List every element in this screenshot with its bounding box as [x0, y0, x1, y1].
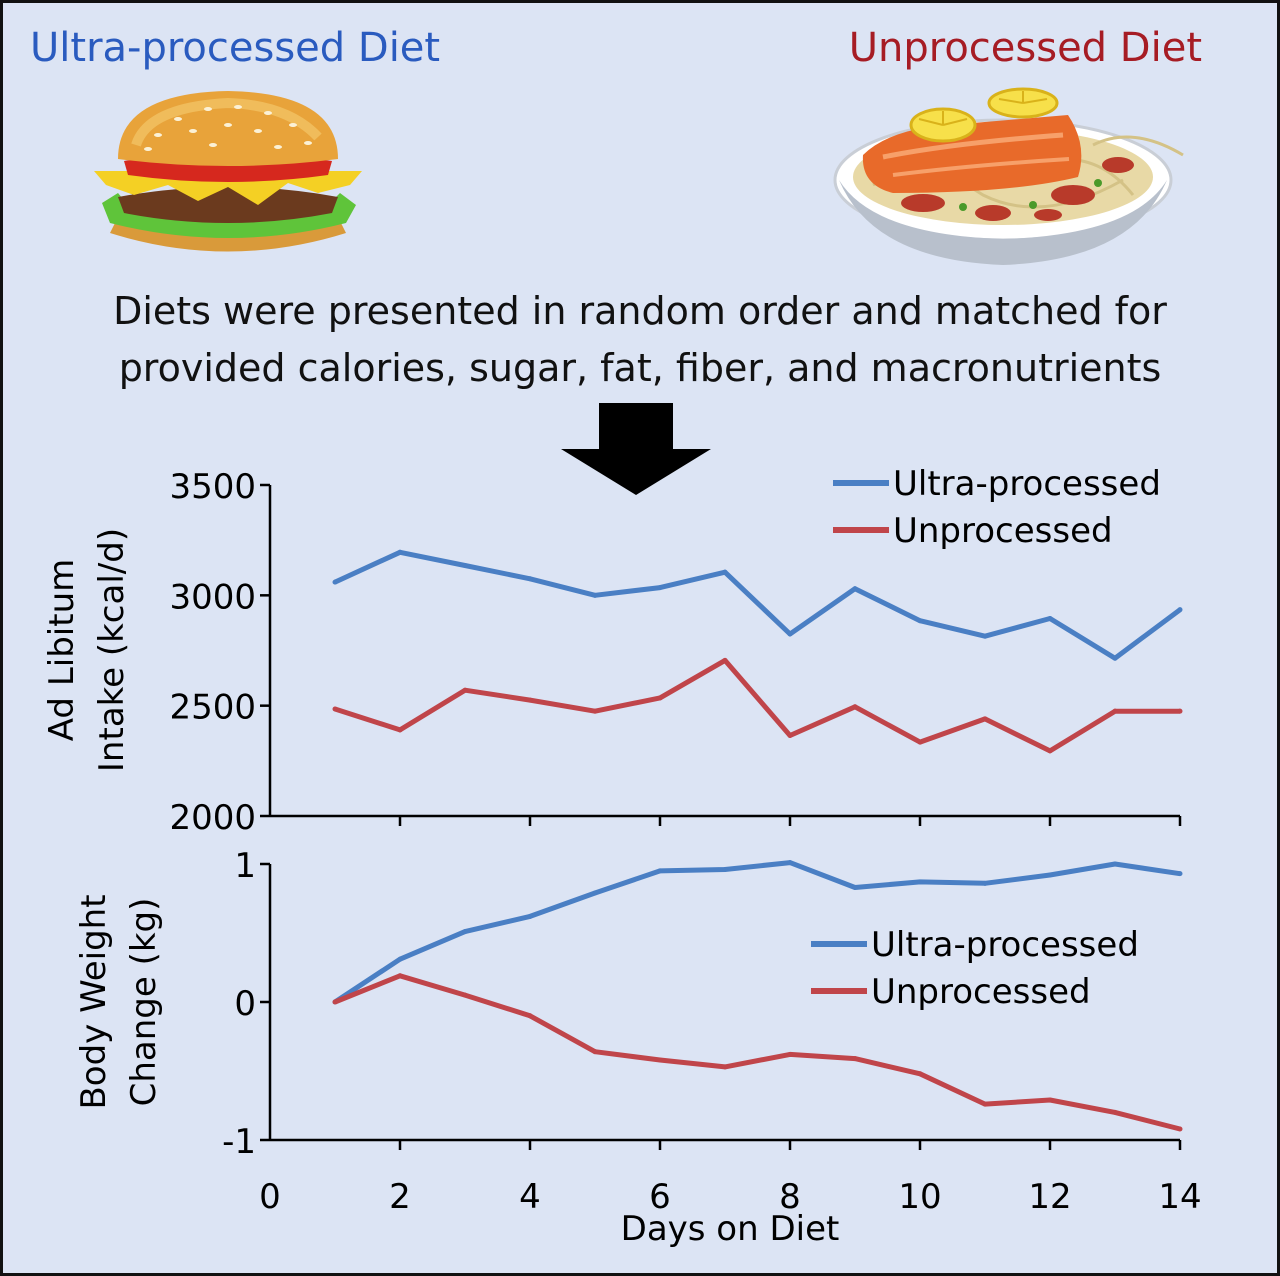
data-point [657, 695, 663, 701]
series-line-ultra-processed [333, 860, 1181, 1005]
data-point [592, 592, 598, 598]
data-point [1112, 1109, 1118, 1115]
data-point [917, 618, 923, 624]
legend-label: Ultra-processed [871, 925, 1139, 965]
data-point [917, 739, 923, 745]
y-tick-label: 2500 [169, 688, 256, 728]
burger-icon [94, 91, 362, 252]
data-point [1047, 1097, 1053, 1103]
data-point [462, 992, 468, 998]
data-point [592, 708, 598, 714]
y-tick-label: 3000 [169, 577, 256, 617]
data-point [332, 579, 338, 585]
x-tick-label: 4 [519, 1177, 541, 1217]
y-axis-label: Ad Libitum [42, 559, 82, 741]
data-point [1177, 708, 1183, 714]
series-line-unprocessed [334, 657, 1180, 754]
y-axis-label: Change (kg) [124, 898, 164, 1107]
data-point [917, 879, 923, 885]
y-tick-label: 2000 [169, 798, 256, 838]
data-point [852, 1056, 858, 1062]
data-point [397, 973, 403, 979]
y-tick-label: 1 [234, 846, 256, 886]
x-tick-label: 2 [389, 1177, 411, 1217]
data-point [1177, 607, 1183, 613]
legend-label: Ultra-processed [893, 464, 1161, 504]
data-point [982, 1101, 988, 1107]
y-axis-label: Body Weight [74, 894, 114, 1109]
data-point [722, 1064, 728, 1070]
caption-line-2: provided calories, sugar, fat, fiber, an… [118, 346, 1162, 390]
y-axis-label: Intake (kcal/d) [92, 528, 132, 772]
legend-label: Unprocessed [893, 511, 1113, 551]
data-point [1112, 655, 1118, 661]
data-point [1047, 872, 1053, 878]
caption: Diets were presented in random order and… [3, 283, 1277, 397]
data-point [787, 631, 793, 637]
x-tick-label: 0 [259, 1177, 281, 1217]
data-point [787, 1051, 793, 1057]
data-point [852, 586, 858, 592]
data-point [852, 884, 858, 890]
y-tick-label: 0 [234, 984, 256, 1024]
data-point [787, 860, 793, 866]
data-point [397, 956, 403, 962]
data-point [852, 704, 858, 710]
data-point [657, 1057, 663, 1063]
series-line-ultra-processed [333, 549, 1182, 661]
x-axis-label: Days on Diet [621, 1209, 840, 1249]
y-tick-label: 3500 [169, 467, 256, 507]
data-point [657, 868, 663, 874]
data-point [657, 585, 663, 591]
data-point [462, 687, 468, 693]
data-point [982, 633, 988, 639]
data-point [1177, 871, 1183, 877]
data-point [1112, 708, 1118, 714]
y-tick-label: -1 [222, 1122, 256, 1162]
caption-line-1: Diets were presented in random order and… [113, 289, 1167, 333]
data-point [592, 890, 598, 896]
data-point [1177, 1126, 1183, 1132]
data-point [1047, 748, 1053, 754]
data-point [332, 999, 338, 1005]
x-tick-label: 6 [649, 1177, 671, 1217]
legend-label: Unprocessed [871, 972, 1091, 1012]
data-point [917, 1071, 923, 1077]
data-point [397, 727, 403, 733]
intake-chart: 2000 2500 3000 3500 Ad Libitum Intake (kcal/d… [42, 464, 1183, 838]
data-point [592, 1049, 598, 1055]
data-point [982, 880, 988, 886]
data-point [462, 929, 468, 935]
data-point [527, 697, 533, 703]
data-point [787, 732, 793, 738]
title-ultra-processed-diet: Ultra-processed Diet [30, 25, 441, 71]
x-tick-label: 8 [779, 1177, 801, 1217]
data-point [527, 576, 533, 582]
data-point [722, 569, 728, 575]
charts-area: 2000 2500 3000 3500 Ad Libitum Intake (kcal/d… [42, 403, 1202, 1249]
x-tick-label: 14 [1158, 1177, 1201, 1217]
title-unprocessed-diet: Unprocessed Diet [848, 25, 1202, 71]
data-point [397, 549, 403, 555]
down-arrow-icon [561, 403, 711, 495]
data-point [982, 716, 988, 722]
series-line-unprocessed [334, 973, 1181, 1132]
data-point [332, 706, 338, 712]
data-point [1047, 616, 1053, 622]
data-point [527, 913, 533, 919]
data-point [527, 1013, 533, 1019]
data-point [462, 563, 468, 569]
data-point [1112, 861, 1118, 867]
x-tick-label: 12 [1028, 1177, 1071, 1217]
data-point [722, 657, 728, 663]
salmon-pasta-icon [833, 87, 1184, 265]
x-tick-label: 10 [898, 1177, 941, 1217]
data-point [722, 867, 728, 873]
